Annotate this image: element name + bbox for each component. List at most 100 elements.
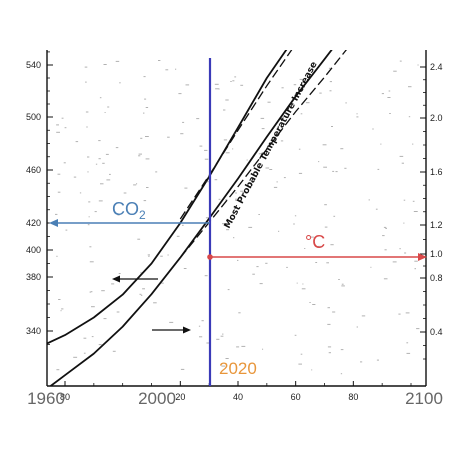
speckle-dot	[89, 291, 92, 293]
speckle-dot	[176, 235, 180, 237]
speckle-dot	[278, 230, 280, 232]
speckle-dot	[133, 184, 137, 186]
speckle-dot	[300, 113, 303, 115]
speckle-dot	[88, 201, 91, 203]
speckle-dot	[238, 312, 241, 314]
speckle-dot	[414, 260, 418, 262]
speckle-dot	[230, 81, 232, 82]
speckle-dot	[398, 313, 401, 315]
temperature-curve	[50, 50, 333, 386]
right-axis: 2.4 2.0 1.6 1.2 1.0 0.8 0.4	[420, 62, 443, 360]
speckle-dot	[204, 275, 208, 277]
speckle-dot	[322, 144, 327, 146]
speckle-dot	[412, 143, 414, 145]
speckle-dot	[85, 111, 89, 113]
speckle-dot	[226, 229, 230, 231]
speckle-dot	[377, 168, 380, 170]
speckle-dot	[136, 183, 138, 185]
left-pointer-arrowhead	[112, 275, 120, 283]
right-pointer-arrowhead	[183, 326, 191, 334]
speckle-dot	[327, 323, 331, 325]
speckle-dot	[413, 211, 418, 212]
speckle-dot	[119, 82, 121, 84]
speckle-dot	[182, 224, 184, 226]
speckle-dot	[345, 102, 347, 104]
speckle-dot	[103, 64, 107, 65]
speckle-dot	[296, 282, 298, 284]
speckle-dot	[380, 143, 382, 145]
speckle-dot	[381, 93, 384, 95]
speckle-dot	[236, 346, 240, 348]
speckle-dot	[57, 173, 61, 175]
speckle-dot	[73, 356, 78, 358]
speckle-dot	[333, 215, 336, 217]
speckle-dot	[56, 131, 60, 133]
speckle-dot	[138, 155, 141, 157]
speckle-dot	[237, 259, 239, 261]
decade-label: 2000	[138, 389, 176, 408]
speckle-dot	[406, 342, 409, 344]
speckle-dot	[98, 200, 103, 202]
speckle-dot	[90, 291, 93, 293]
speckle-dot	[292, 103, 294, 104]
speckle-dot	[89, 246, 92, 248]
speckle-dot	[145, 107, 149, 108]
speckle-dot	[329, 81, 332, 83]
speckle-dot	[388, 90, 391, 92]
speckle-dot	[259, 283, 263, 285]
speckle-dot	[106, 179, 111, 181]
speckle-dot	[305, 102, 310, 104]
speckle-dot	[301, 288, 306, 290]
speckle-dot	[372, 128, 374, 130]
speckle-dot	[111, 283, 115, 285]
speckle-dot	[57, 191, 61, 193]
speckle-dot	[232, 148, 234, 150]
speckle-dot	[302, 283, 304, 285]
speckle-dot	[311, 369, 313, 371]
speckle-dot	[60, 310, 62, 312]
speckle-dot	[55, 213, 58, 215]
speckle-dot	[182, 121, 185, 123]
speckle-dot	[403, 199, 406, 201]
speckle-dot	[83, 337, 87, 339]
speckle-dot	[340, 148, 344, 150]
speckle-dot	[370, 266, 372, 268]
speckle-dot	[99, 97, 102, 99]
left-tick-label: 460	[26, 165, 41, 175]
speckle-dot	[340, 349, 344, 351]
degree-c-label: °C	[305, 232, 325, 252]
bottom-tick-label: 20	[175, 392, 185, 402]
speckle-dot	[269, 169, 273, 170]
speckle-dot	[408, 86, 412, 88]
speckle-dot	[112, 350, 116, 352]
speckle-dot	[147, 254, 150, 256]
speckle-dot	[360, 361, 363, 363]
speckle-dot	[116, 311, 120, 313]
speckle-dot	[167, 136, 170, 138]
speckle-dot	[328, 352, 331, 354]
speckle-dot	[206, 342, 210, 344]
speckle-dot	[160, 255, 163, 257]
speckle-dot	[310, 236, 314, 238]
speckle-dot	[115, 147, 119, 149]
speckle-dot	[298, 172, 303, 174]
speckle-dot	[286, 266, 288, 268]
speckle-dot	[356, 326, 358, 328]
speckle-dot	[91, 306, 95, 308]
speckle-dot	[180, 133, 184, 135]
speckle-dot	[256, 266, 259, 268]
bottom-tick-label: 80	[348, 392, 358, 402]
speckle-dot	[392, 261, 397, 263]
speckle-dot	[87, 156, 90, 158]
left-tick-label: 400	[26, 245, 41, 255]
speckle-dot	[258, 214, 260, 215]
speckle-dot	[356, 113, 358, 115]
speckle-dot	[140, 294, 143, 296]
speckle-dot	[225, 99, 229, 101]
speckle-dot	[75, 141, 79, 143]
speckle-dot	[102, 162, 105, 164]
speckle-dot	[318, 161, 320, 163]
speckle-dot	[145, 158, 150, 160]
speckle-dot	[312, 304, 316, 305]
